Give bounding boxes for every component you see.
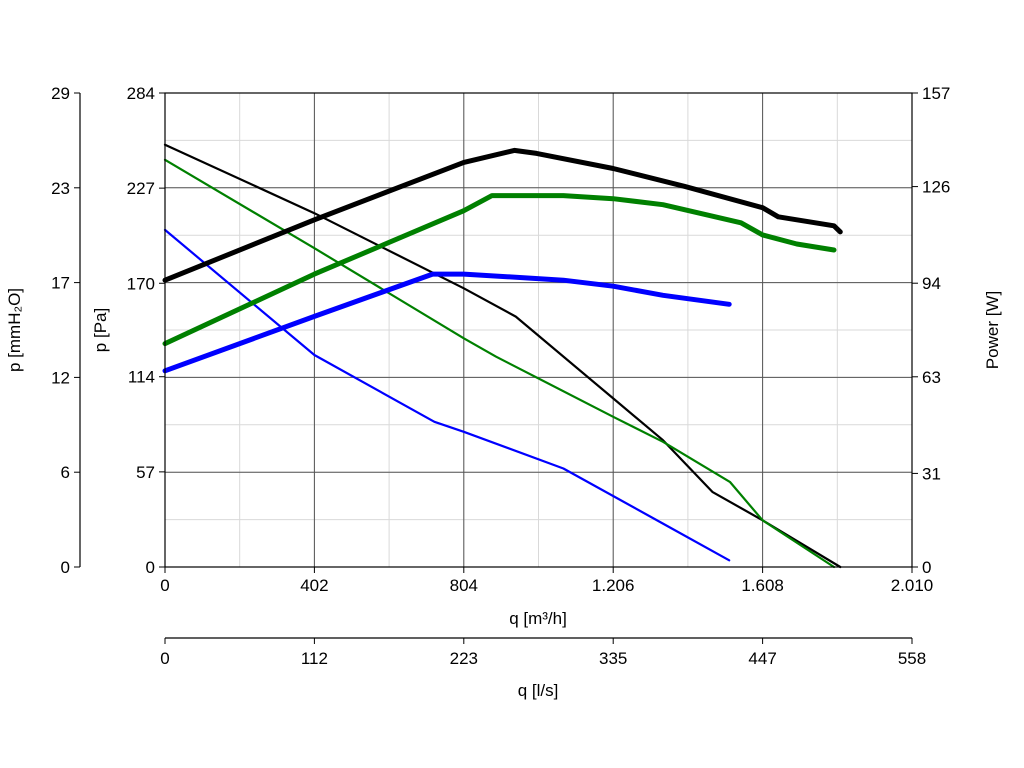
x-axis-title-secondary: q [l/s] [518,681,559,700]
series-pressure-curve-2 [163,158,836,569]
x-tick-label-ls: 0 [160,649,169,668]
y-tick-label-pa: 114 [128,368,155,387]
y-axis-title-power: Power [W] [983,291,1002,369]
y-tick-label-pa: 284 [127,84,155,103]
series-power-curve-4 [162,147,843,283]
y-tick-label-mmh2o: 29 [51,84,70,103]
x-tick-label-m3h: 804 [450,576,478,595]
x-tick-label-ls: 335 [599,649,627,668]
x-tick-label-m3h: 1.206 [592,576,635,595]
x-axis-title-main: q [m³/h] [509,609,567,628]
y-tick-label-power: 0 [922,558,931,577]
y-tick-label-mmh2o: 6 [61,463,70,482]
y-tick-label-power: 94 [922,274,941,293]
series-layer [162,143,843,569]
y-tick-label-power: 157 [922,84,950,103]
y-tick-label-power: 63 [922,368,941,387]
y-axis-title-pa: p [Pa] [91,308,110,352]
x-tick-label-ls: 447 [748,649,776,668]
x-tick-label-ls: 112 [301,649,328,668]
x-tick-label-ls: 558 [898,649,926,668]
y-tick-label-mmh2o: 12 [51,368,70,387]
axes-layer: 0 6 12 17 23 29 0 57 114 170 227 284 0 31 63 94 126 157 0 4… [51,84,950,668]
x-tick-label-m3h: 0 [160,576,169,595]
series-power-curve-5 [162,193,837,347]
y-tick-label-power: 31 [922,464,941,483]
y-tick-label-pa: 0 [146,558,155,577]
y-tick-label-pa: 227 [127,179,155,198]
x-tick-label-ls: 223 [450,649,478,668]
y-tick-label-pa: 57 [136,463,155,482]
x-tick-label-m3h: 1.608 [741,576,784,595]
x-tick-label-m3h: 402 [300,576,328,595]
y-tick-label-mmh2o: 0 [61,558,70,577]
plot-frame [164,92,913,568]
series-power-curve-6 [162,271,732,374]
y-tick-label-power: 126 [922,178,950,197]
y-tick-label-pa: 170 [127,274,155,293]
y-axis-title-mmh2o: p [mmH₂O] [5,288,24,372]
x-tick-label-m3h: 2.010 [891,576,934,595]
series-pressure-curve-3 [163,228,731,562]
series-pressure-curve-1 [163,143,842,569]
y-tick-label-mmh2o: 17 [51,274,70,293]
y-tick-label-mmh2o: 23 [51,179,70,198]
